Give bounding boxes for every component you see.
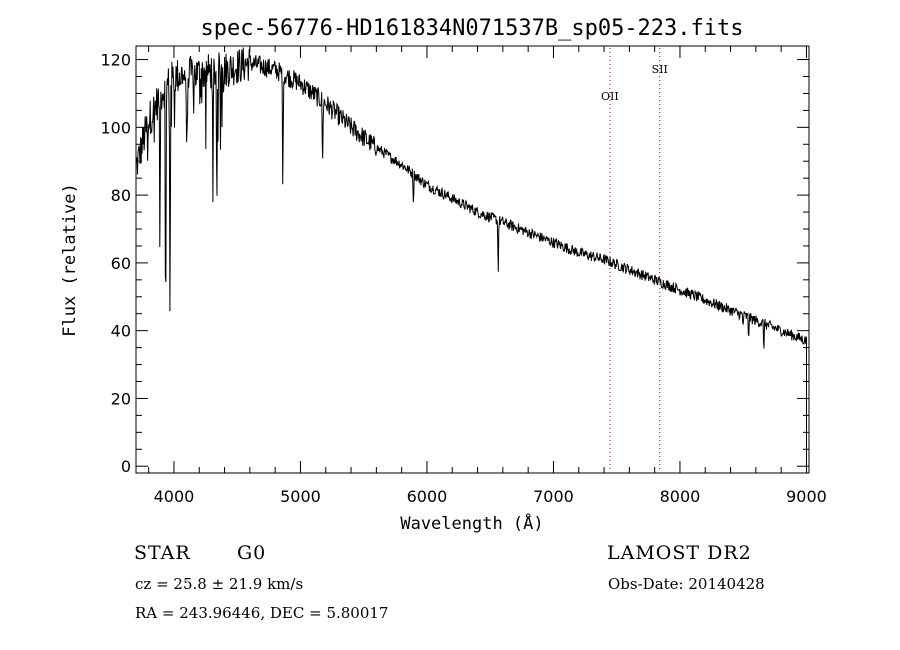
y-tick-label: 20 [111,389,131,408]
x-tick-label: 6000 [407,487,448,506]
x-tick-label: 5000 [280,487,321,506]
survey-name: LAMOST DR2 [607,542,752,564]
x-tick-label: 8000 [660,487,701,506]
obs-date: Obs-Date: 20140428 [608,575,765,593]
y-tick-label: 60 [111,254,131,273]
chart-title: spec-56776-HD161834N071537B_sp05-223.fit… [200,16,743,41]
x-tick-label: 4000 [154,487,195,506]
x-tick-label: 7000 [533,487,574,506]
y-axis-label: Flux (relative) [60,183,80,337]
redshift-text: cz = 25.8 ± 21.9 km/s [135,575,304,593]
coordinates: RA = 243.96446, DEC = 5.80017 [135,604,389,622]
y-tick-label: 120 [100,51,131,70]
spectral-subclass: G0 [237,542,267,564]
y-tick-label: 0 [121,457,131,476]
y-tick-label: 40 [111,322,131,341]
y-tick-label: 100 [100,118,131,137]
object-class: STAR [134,542,191,564]
emission-marker-label: SII [652,63,668,76]
spectrum-line [135,47,807,473]
x-axis-label: Wavelength (Å) [400,512,543,534]
emission-marker-label: OII [601,90,619,103]
y-tick-label: 80 [111,186,131,205]
x-tick-label: 9000 [786,487,827,506]
plot-frame [135,45,810,474]
y-axis: 0 20 40 60 80 100 120 [100,51,809,476]
emission-line-markers: OII SII [601,48,668,472]
x-axis: 4000 5000 6000 7000 8000 9000 [148,46,827,506]
